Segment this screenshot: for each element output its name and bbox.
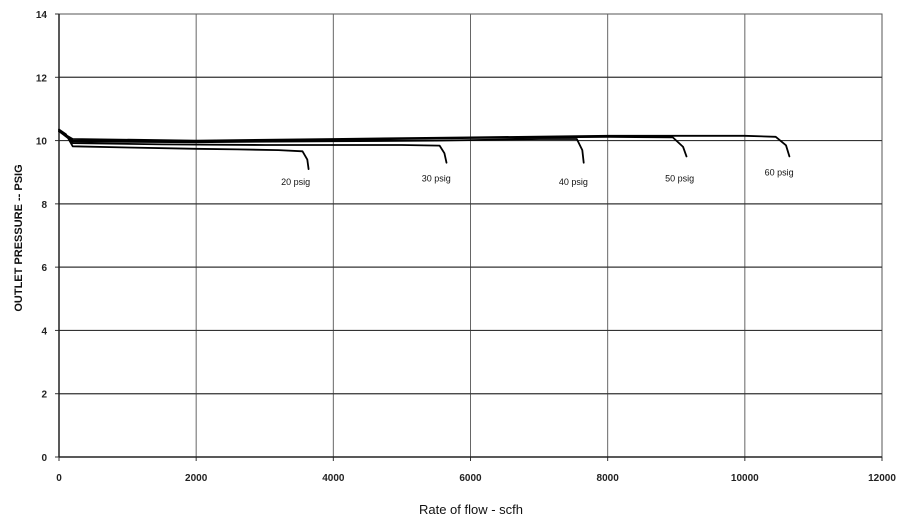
x-tick-label: 4000 <box>322 473 345 484</box>
y-tick-label: 10 <box>36 137 48 148</box>
y-tick-label: 12 <box>36 73 48 84</box>
y-tick-label: 8 <box>41 200 47 211</box>
x-tick-label: 6000 <box>459 473 482 484</box>
x-tick-label: 8000 <box>597 473 620 484</box>
x-tick-label: 0 <box>56 473 62 484</box>
y-axis-label: OUTLET PRESSURE -- PSIG <box>13 164 25 311</box>
series-group <box>58 128 791 170</box>
series-line-5 <box>58 130 791 158</box>
series-line-1 <box>58 128 310 170</box>
x-axis-label: Rate of flow - scfh <box>419 502 523 517</box>
series-label-2: 30 psig <box>422 174 451 184</box>
x-tick-label: 2000 <box>185 473 208 484</box>
series-label-4: 50 psig <box>665 174 694 184</box>
y-tick-label: 0 <box>41 453 47 464</box>
labels-group: 20 psig 30 psig 40 psig 50 psig 60 psig <box>281 167 794 186</box>
axes: 0 2000 4000 6000 8000 10000 12000 0 2 4 6 8 10 12 14 <box>36 10 896 484</box>
series-label-3: 40 psig <box>559 177 588 187</box>
y-tick-label: 4 <box>41 326 47 337</box>
x-tick-label: 12000 <box>868 473 896 484</box>
series-label-5: 60 psig <box>765 167 794 177</box>
x-tick-label: 10000 <box>731 473 759 484</box>
grid <box>58 13 883 458</box>
y-tick-label: 6 <box>41 263 47 274</box>
y-tick-label: 14 <box>36 10 48 21</box>
y-tick-label: 2 <box>41 390 47 401</box>
series-label-1: 20 psig <box>281 177 310 187</box>
